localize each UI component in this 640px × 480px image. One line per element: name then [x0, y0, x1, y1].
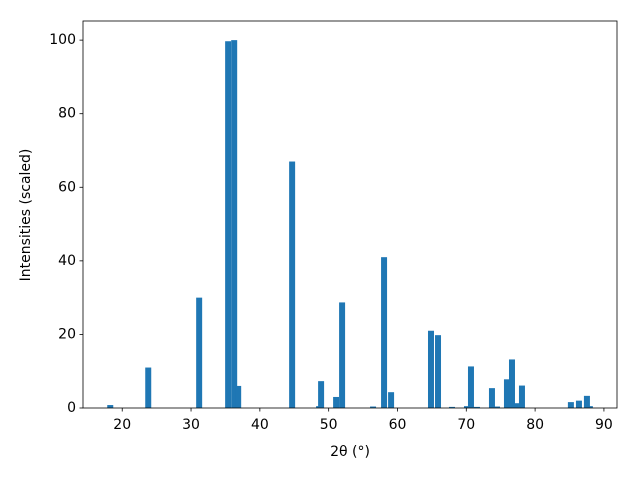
y-tick-label: 20 — [58, 326, 76, 342]
x-tick-label: 90 — [595, 417, 613, 433]
bar — [473, 406, 480, 408]
bar — [575, 400, 582, 408]
x-tick-label: 70 — [457, 417, 475, 433]
bar — [503, 379, 510, 408]
y-tick-label: 80 — [58, 106, 76, 122]
plot-frame — [82, 20, 618, 409]
bar — [448, 406, 455, 408]
bar — [518, 385, 525, 408]
bar — [107, 405, 114, 408]
bar — [235, 385, 242, 408]
bar — [370, 406, 377, 408]
bar — [493, 406, 500, 408]
bar — [586, 406, 593, 408]
bar — [388, 392, 395, 408]
bar — [567, 402, 574, 408]
x-tick-label: 60 — [389, 417, 407, 433]
bar — [339, 302, 346, 408]
bar — [289, 161, 296, 408]
bar — [463, 406, 470, 408]
bar — [583, 395, 590, 408]
bar — [435, 335, 442, 408]
x-tick-label: 50 — [320, 417, 338, 433]
bar — [381, 257, 388, 408]
y-axis-label: Intensities (scaled) — [18, 149, 34, 282]
bar — [467, 366, 474, 408]
bar — [488, 388, 495, 408]
bar — [333, 396, 340, 408]
bar — [427, 330, 434, 408]
x-axis-label: 2θ (°) — [330, 444, 370, 460]
bar — [508, 359, 515, 408]
y-tick-label: 0 — [67, 400, 76, 416]
x-tick-label: 20 — [113, 417, 131, 433]
y-tick-label: 40 — [58, 253, 76, 269]
bar — [225, 41, 232, 409]
bar — [512, 403, 519, 408]
x-tick-label: 80 — [526, 417, 544, 433]
bar — [318, 381, 325, 408]
bar — [196, 297, 203, 408]
x-tick-label: 30 — [182, 417, 200, 433]
bar — [145, 367, 152, 408]
y-tick-label: 100 — [49, 32, 76, 48]
y-tick-label: 60 — [58, 179, 76, 195]
x-tick-label: 40 — [251, 417, 269, 433]
bar — [231, 40, 238, 409]
